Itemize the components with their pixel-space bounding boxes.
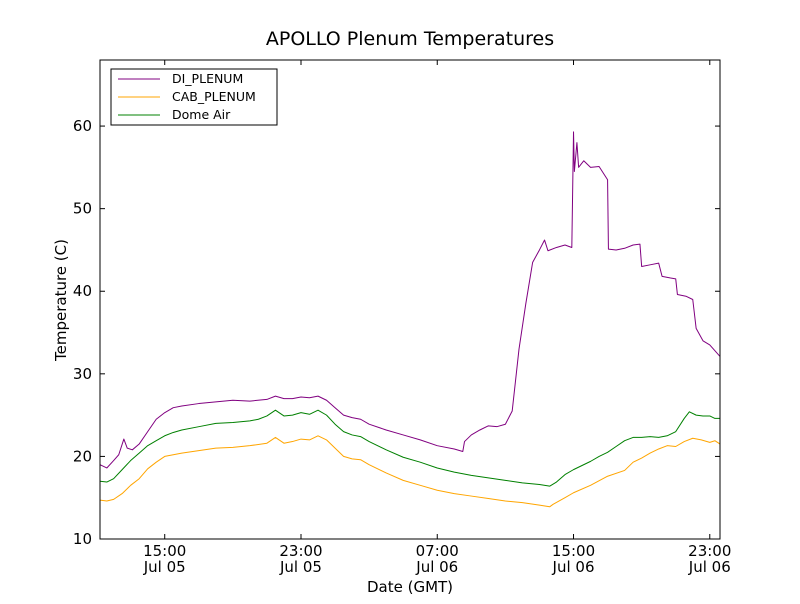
legend-label: Dome Air xyxy=(172,107,231,122)
x-tick-label-date: Jul 06 xyxy=(552,558,595,576)
x-tick-label-time: 07:00 xyxy=(416,542,459,560)
legend: DI_PLENUM CAB_PLENUM Dome Air xyxy=(110,68,278,126)
x-tick-label-time: 23:00 xyxy=(279,542,322,560)
x-axis-label: Date (GMT) xyxy=(367,578,453,596)
y-tick-label: 60 xyxy=(73,117,92,135)
y-tick-label: 40 xyxy=(73,282,92,300)
y-axis-label: Temperature (C) xyxy=(52,239,70,362)
x-tick-label-time: 15:00 xyxy=(143,542,186,560)
series-line-cab-plenum xyxy=(100,435,720,508)
series-line-dome-air xyxy=(100,409,720,487)
y-tick-label: 20 xyxy=(73,447,92,465)
x-tick-label-date: Jul 06 xyxy=(688,558,731,576)
series-line-di-plenum xyxy=(100,131,720,469)
x-tick-label-date: Jul 05 xyxy=(143,558,186,576)
x-tick-label-time: 23:00 xyxy=(688,542,731,560)
legend-label: DI_PLENUM xyxy=(172,71,243,86)
series-layer xyxy=(100,131,720,508)
x-tick-label-date: Jul 05 xyxy=(279,558,322,576)
y-tick-label: 10 xyxy=(73,530,92,548)
y-tick-label: 50 xyxy=(73,200,92,218)
legend-label: CAB_PLENUM xyxy=(172,89,256,104)
x-tick-label-date: Jul 06 xyxy=(415,558,458,576)
x-tick-label-time: 15:00 xyxy=(552,542,595,560)
y-tick-label: 30 xyxy=(73,365,92,383)
chart-title: APOLLO Plenum Temperatures xyxy=(266,28,554,50)
plot-frame xyxy=(99,59,721,540)
